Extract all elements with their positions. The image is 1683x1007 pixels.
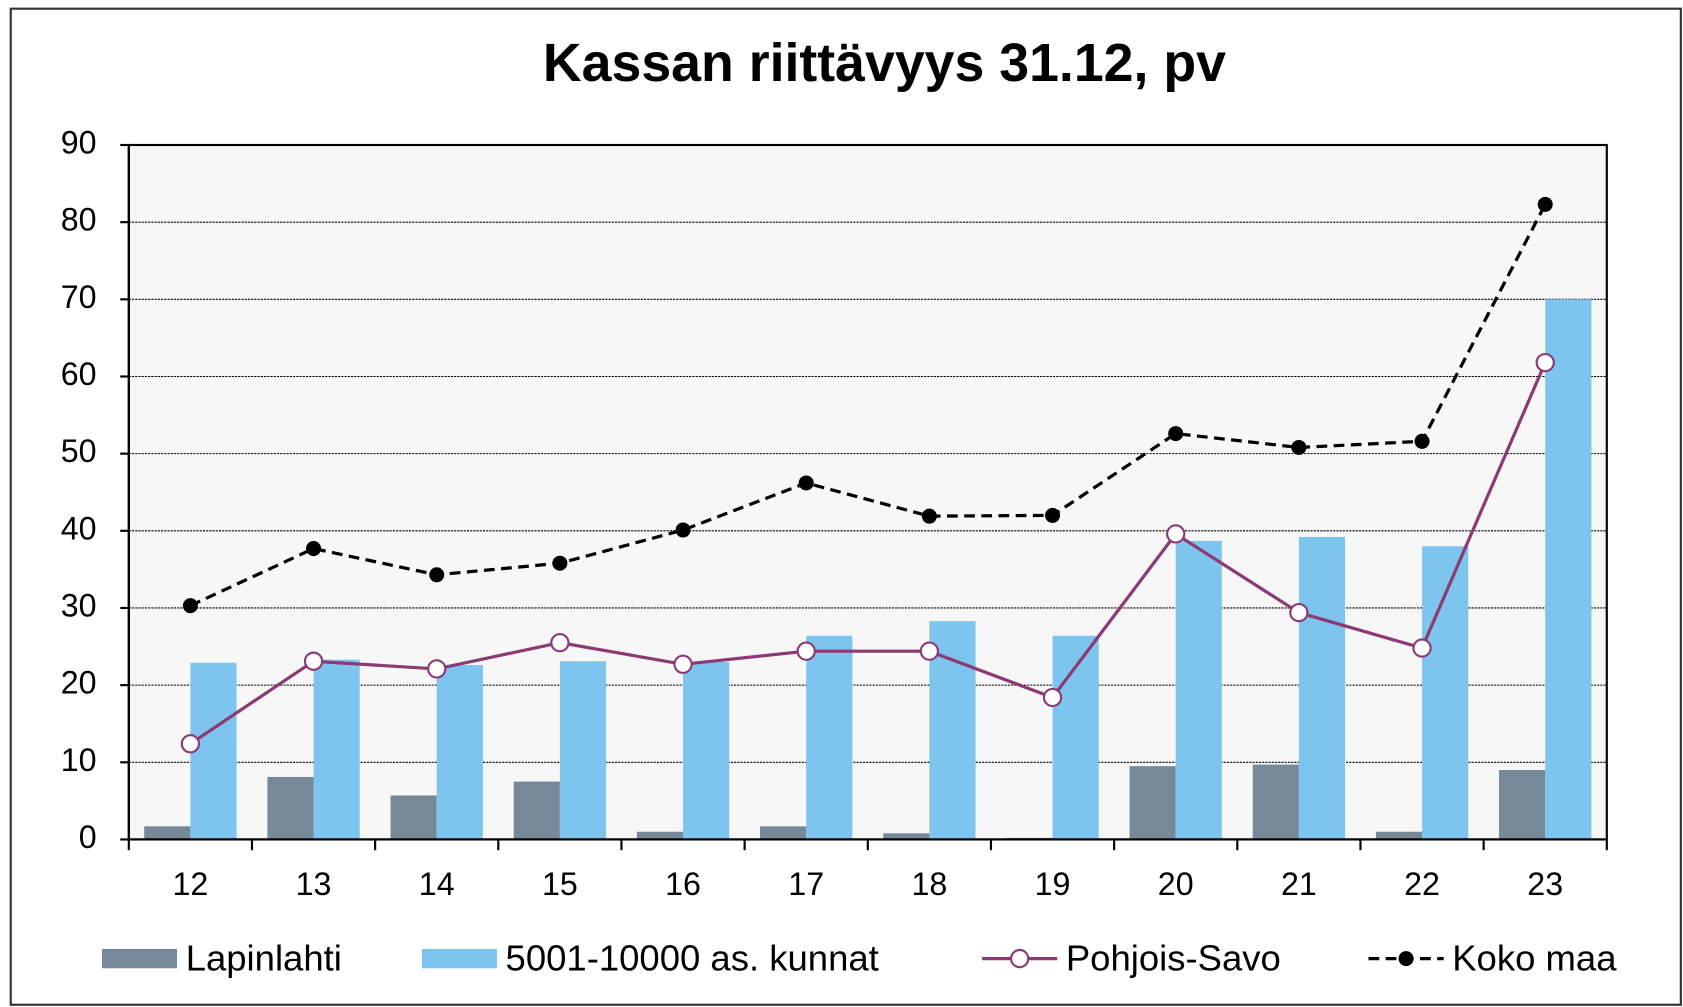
marker: [677, 524, 690, 537]
page: Kassan riittävyys 31.12, pv 0 10 20 30 40 50 6…: [0, 0, 1683, 1007]
x-tick-label: 20: [1158, 866, 1194, 902]
marker: [551, 634, 568, 651]
legend-marker: [1011, 950, 1028, 967]
x-tick-label: 21: [1281, 866, 1317, 902]
x-tick-label: 12: [172, 866, 208, 902]
y-tick-label: 50: [61, 433, 97, 469]
bar: [806, 636, 852, 840]
marker: [307, 542, 320, 555]
x-tick-label: 16: [665, 866, 701, 902]
legend-label: Lapinlahti: [186, 937, 342, 978]
legend-swatch: [422, 949, 497, 968]
bar: [560, 661, 606, 839]
marker: [1537, 354, 1554, 371]
chart-title: Kassan riittävyys 31.12, pv: [543, 33, 1226, 93]
y-tick-label: 80: [61, 202, 97, 238]
x-tick-label: 14: [419, 866, 455, 902]
marker: [1044, 689, 1061, 706]
x-tick-label: 13: [296, 866, 332, 902]
y-tick-label: 30: [61, 587, 97, 623]
x-tick-label: 23: [1527, 866, 1563, 902]
marker: [182, 735, 199, 752]
x-tick-label: 22: [1404, 866, 1440, 902]
bar: [1422, 546, 1468, 839]
marker: [428, 660, 445, 677]
bar: [1299, 537, 1345, 839]
marker: [430, 568, 443, 581]
bar: [1130, 766, 1176, 839]
bar: [314, 660, 360, 840]
bar: [1545, 299, 1591, 839]
y-tick-label: 60: [61, 356, 97, 392]
x-tick-label: 15: [542, 866, 578, 902]
x-tick-label: 17: [788, 866, 824, 902]
marker: [1413, 640, 1430, 657]
bar: [637, 832, 683, 840]
y-tick-label: 70: [61, 279, 97, 315]
marker: [674, 656, 691, 673]
bar: [683, 662, 729, 839]
y-tick-label: 20: [61, 665, 97, 701]
legend-label: 5001-10000 as. kunnat: [506, 937, 879, 978]
y-tick-label: 90: [61, 125, 97, 161]
marker: [1167, 525, 1184, 542]
legend-swatch: [102, 949, 177, 968]
bar: [760, 826, 806, 839]
marker: [921, 643, 938, 660]
marker: [553, 557, 566, 570]
bar: [190, 663, 236, 840]
x-tick-label: 19: [1035, 866, 1071, 902]
marker: [184, 599, 197, 612]
y-tick-label: 40: [61, 510, 97, 546]
bar: [437, 665, 483, 839]
y-tick-label: 0: [79, 819, 97, 855]
bar: [514, 782, 560, 840]
marker: [1046, 509, 1059, 522]
marker: [1290, 604, 1307, 621]
marker: [1539, 198, 1552, 211]
legend-label: Koko maa: [1452, 937, 1617, 978]
bar: [1176, 541, 1222, 840]
marker: [798, 643, 815, 660]
legend-label: Pohjois-Savo: [1066, 937, 1281, 978]
bar: [391, 795, 437, 839]
legend-marker: [1400, 952, 1413, 965]
marker: [305, 653, 322, 670]
bar: [267, 777, 313, 840]
marker: [800, 477, 813, 490]
bar: [144, 826, 190, 839]
y-tick-label: 10: [61, 742, 97, 778]
marker: [1292, 441, 1305, 454]
marker: [923, 510, 936, 523]
bar: [1253, 765, 1299, 840]
bar: [1376, 832, 1422, 840]
marker: [1416, 435, 1429, 448]
chart: Kassan riittävyys 31.12, pv 0 10 20 30 40 50 6…: [0, 0, 1683, 1007]
marker: [1169, 427, 1182, 440]
x-tick-label: 18: [911, 866, 947, 902]
bar: [1499, 770, 1545, 839]
